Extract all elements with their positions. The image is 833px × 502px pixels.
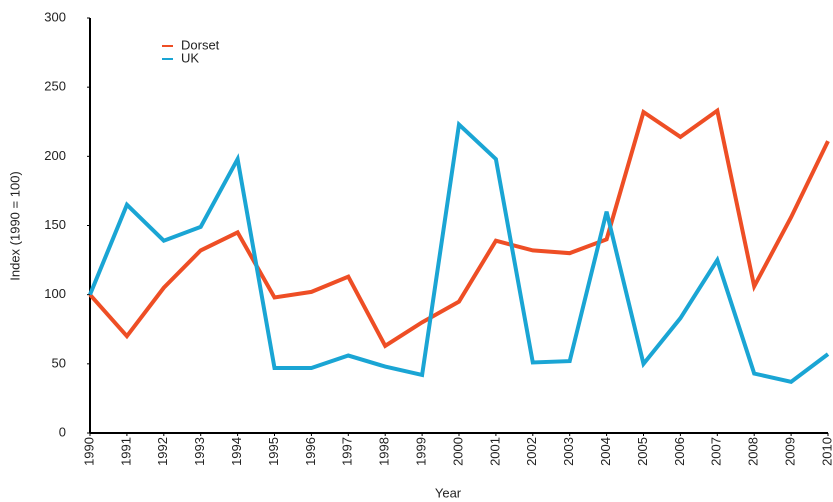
x-axis-label: Year — [435, 485, 462, 500]
x-tick-label: 2001 — [487, 437, 502, 466]
data-line — [88, 120, 830, 384]
x-tick-label: 2003 — [561, 437, 576, 466]
x-tick-label: 2000 — [450, 437, 465, 466]
x-tick-label: 2009 — [783, 437, 798, 466]
y-tick-label: 0 — [59, 424, 66, 439]
x-tick-label: 1991 — [118, 437, 133, 466]
x-tick-label: 2010 — [819, 437, 833, 466]
x-tick-label: 1999 — [414, 437, 429, 466]
x-tick-label: 2007 — [709, 437, 724, 466]
x-tick-label: 1995 — [266, 437, 281, 466]
x-tick-label: 2006 — [672, 437, 687, 466]
y-tick-label: 300 — [44, 9, 66, 24]
y-tick-label: 250 — [44, 79, 66, 94]
legend-label: Dorset — [181, 37, 220, 52]
x-tick-label: 2005 — [635, 437, 650, 466]
y-tick-label: 100 — [44, 286, 66, 301]
x-tick-label: 2002 — [524, 437, 539, 466]
x-tick-label: 1998 — [377, 437, 392, 466]
x-tick-label: 1993 — [192, 437, 207, 466]
data-line — [88, 107, 830, 349]
legend-label: UK — [181, 50, 199, 65]
x-tick-label: 1994 — [229, 437, 244, 466]
x-tick-label: 1997 — [340, 437, 355, 466]
x-tick-label: 1990 — [81, 437, 96, 466]
x-tick-label: 1996 — [303, 437, 318, 466]
y-tick-label: 50 — [52, 355, 66, 370]
y-tick-label: 200 — [44, 148, 66, 163]
x-tick-label: 2004 — [598, 437, 613, 466]
y-tick-label: 150 — [44, 217, 66, 232]
y-axis-label: Index (1990 = 100) — [7, 171, 22, 281]
x-tick-label: 2008 — [746, 437, 761, 466]
x-tick-label: 1992 — [155, 437, 170, 466]
